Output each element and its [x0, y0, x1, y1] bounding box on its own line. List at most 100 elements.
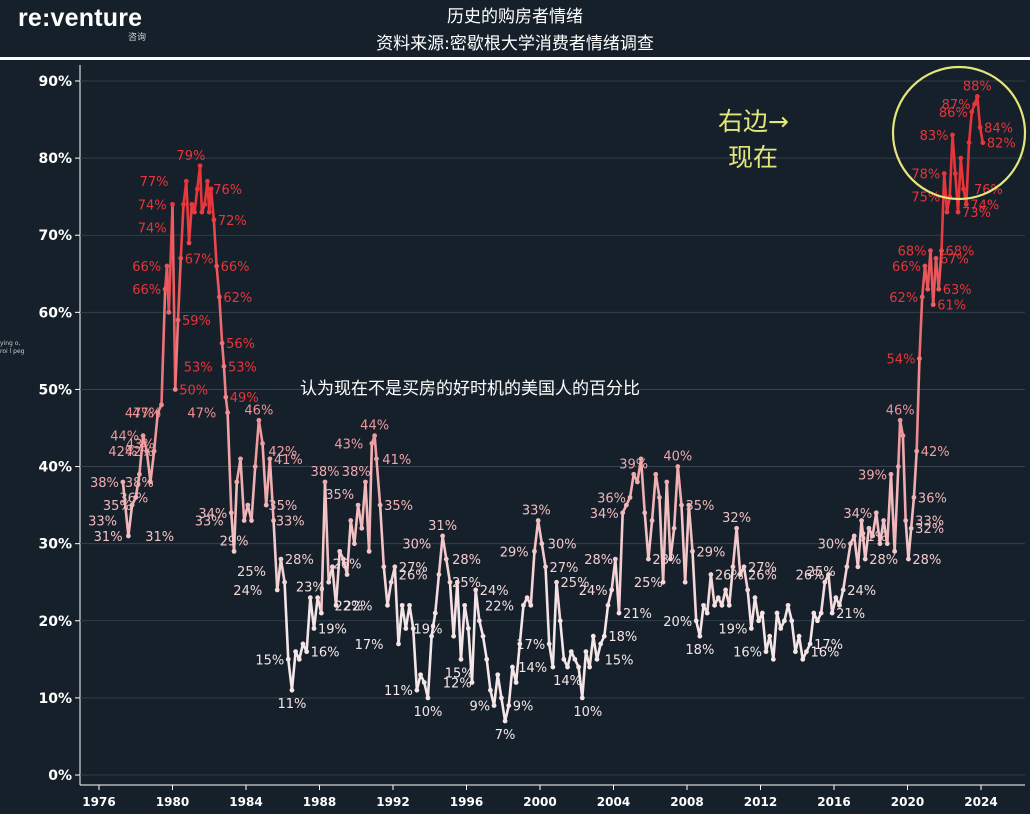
- series-line-segment: [790, 619, 797, 653]
- series-line-segment: [901, 434, 907, 522]
- data-point: [170, 201, 175, 207]
- data-label: 53%: [184, 360, 213, 375]
- data-point: [214, 263, 220, 269]
- data-label: 63%: [943, 283, 972, 298]
- data-point: [906, 556, 911, 562]
- data-label: 43%: [126, 437, 155, 452]
- series-line-segment: [250, 465, 257, 522]
- series-line-segment: [603, 604, 610, 638]
- data-point: [974, 94, 980, 99]
- y-tick-label: 20%: [38, 614, 72, 630]
- series-line-segment: [617, 511, 624, 615]
- data-point: [155, 410, 161, 415]
- data-label: 15%: [445, 666, 474, 681]
- data-point: [568, 649, 574, 655]
- data-point: [454, 579, 460, 585]
- series-line-segment: [437, 534, 444, 576]
- data-point: [513, 680, 519, 685]
- x-tick-label: 1984: [229, 795, 262, 809]
- series-line-segment: [415, 673, 422, 692]
- data-label: 23%: [296, 581, 325, 596]
- data-point: [719, 602, 725, 608]
- data-label: 26%: [333, 558, 362, 573]
- data-label: 75%: [911, 191, 940, 206]
- data-point: [532, 548, 537, 554]
- chart-grid: [79, 65, 1025, 786]
- data-label: 28%: [584, 553, 613, 568]
- data-label: 25%: [452, 576, 481, 591]
- data-point: [873, 510, 879, 516]
- x-tick-label: 2016: [817, 795, 850, 809]
- data-label: 33%: [276, 515, 305, 530]
- data-point: [539, 541, 545, 547]
- series-line-segment: [566, 650, 573, 669]
- data-point: [826, 572, 831, 577]
- data-point: [202, 201, 208, 207]
- data-point: [930, 302, 936, 308]
- data-point: [329, 564, 335, 570]
- data-label: 26%: [715, 569, 744, 584]
- chart-description-label: 认为现在不是买房的好时机的美国人的百分比: [300, 379, 640, 399]
- data-point: [148, 479, 153, 485]
- data-point: [752, 595, 758, 601]
- data-point: [980, 140, 986, 146]
- data-point: [756, 618, 762, 624]
- series-line-segment: [257, 418, 264, 445]
- brand-logo: re:venture: [18, 4, 143, 32]
- y-tick-label: 60%: [38, 305, 72, 321]
- data-point: [958, 155, 964, 161]
- series-line-segment: [951, 133, 957, 175]
- series-line-segment: [323, 480, 330, 584]
- series-line-segment: [500, 696, 507, 723]
- x-axis-ticks: 1976 1980 1984 1988 1992 1996 2000 2004 2008 2012…: [82, 785, 998, 809]
- data-label: 20%: [663, 615, 692, 630]
- data-point: [249, 518, 254, 523]
- series-line-segment: [141, 434, 149, 453]
- series-line-segment: [367, 442, 374, 553]
- x-tick-label: 2004: [597, 795, 630, 809]
- data-point: [234, 479, 240, 485]
- data-point: [271, 518, 276, 523]
- series-line-segment: [709, 573, 716, 607]
- data-point: [793, 649, 798, 655]
- series-line-segment: [959, 156, 965, 191]
- data-point: [473, 587, 479, 593]
- data-point: [848, 541, 853, 547]
- series-line-segment: [152, 411, 160, 453]
- data-label: 15%: [605, 653, 634, 668]
- data-label: 47%: [125, 407, 154, 422]
- data-point: [186, 240, 192, 246]
- data-point: [781, 618, 787, 624]
- data-point: [363, 479, 368, 485]
- series-line-segment: [127, 503, 134, 538]
- series-line-segment: [272, 519, 279, 592]
- data-point: [594, 656, 600, 662]
- series-line-segment: [179, 203, 185, 260]
- data-point: [631, 471, 637, 477]
- data-point: [318, 610, 324, 616]
- data-point: [495, 672, 501, 678]
- data-point: [911, 495, 917, 500]
- data-point: [491, 703, 497, 708]
- data-label: 10%: [573, 705, 602, 720]
- x-tick-label: 2000: [523, 795, 556, 809]
- data-label: 87%: [942, 98, 971, 113]
- data-point: [933, 255, 939, 261]
- data-point: [521, 602, 526, 608]
- data-label: 36%: [597, 491, 626, 506]
- data-point: [407, 602, 412, 608]
- data-label: 21%: [836, 607, 865, 622]
- data-point: [506, 703, 512, 708]
- data-point: [381, 564, 387, 570]
- series-line-segment: [937, 249, 943, 291]
- data-label: 30%: [402, 538, 431, 553]
- data-point: [502, 718, 508, 724]
- series-line-segment: [907, 526, 913, 561]
- data-point: [804, 649, 809, 655]
- data-label: 39%: [858, 468, 887, 483]
- data-point: [884, 541, 890, 547]
- series-line-segment: [856, 519, 863, 569]
- data-label: 12%: [443, 676, 472, 691]
- series-line-segment: [978, 125, 985, 144]
- series-line-segment: [138, 434, 145, 476]
